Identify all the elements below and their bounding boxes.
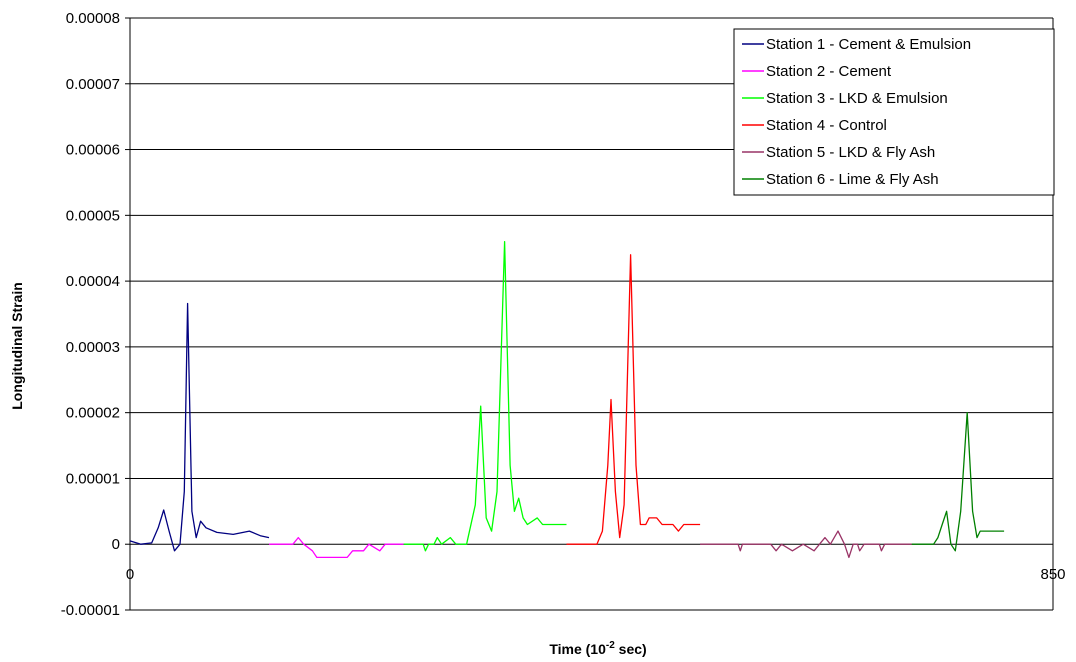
- series-line-station-3: [403, 240, 567, 552]
- x-tick-label: 850: [1040, 566, 1065, 583]
- legend-label: Station 5 - LKD & Fly Ash: [766, 144, 935, 161]
- y-tick-label: 0.00007: [66, 76, 120, 93]
- grid-lines: [130, 17, 1053, 479]
- series-line-station-4: [566, 254, 701, 545]
- y-tick-label: 0.00006: [66, 142, 120, 159]
- x-axis-title-main: Time (10: [549, 641, 606, 657]
- series-line-station-1: [129, 302, 270, 552]
- y-tick-label: 0.00004: [66, 273, 120, 290]
- legend-label: Station 3 - LKD & Emulsion: [766, 90, 948, 107]
- y-tick-label: -0.00001: [61, 602, 120, 619]
- legend-label: Station 1 - Cement & Emulsion: [766, 36, 971, 53]
- legend-label: Station 6 - Lime & Fly Ash: [766, 171, 939, 188]
- x-axis-title: Time (10-2 sec): [549, 640, 646, 657]
- legend-label: Station 4 - Control: [766, 117, 887, 134]
- y-axis-title: Longitudinal Strain: [9, 282, 25, 410]
- y-tick-label: 0.00002: [66, 405, 120, 422]
- x-axis-title-suffix: sec): [615, 641, 647, 657]
- legend: Station 1 - Cement & Emulsion Station 2 -…: [733, 28, 1055, 196]
- series-line-station-2: [269, 536, 404, 559]
- series-line-station-5: [700, 530, 912, 559]
- y-tick-labels: -0.00001 0 0.00001 0.00002 0.00003 0.00004 0.0…: [61, 10, 120, 619]
- x-axis-title-sup: -2: [606, 640, 615, 651]
- y-tick-label: 0: [112, 536, 120, 553]
- x-tick-label: 0: [126, 566, 134, 583]
- legend-box: [733, 28, 1055, 196]
- y-tick-label: 0.00005: [66, 207, 120, 224]
- y-tick-label: 0.00008: [66, 10, 120, 27]
- x-tick-labels: 0 850: [126, 566, 1066, 583]
- legend-label: Station 2 - Cement: [766, 63, 892, 80]
- series-line-station-6: [911, 412, 1005, 552]
- data-series: [129, 240, 1005, 559]
- y-tick-label: 0.00003: [66, 339, 120, 356]
- y-tick-label: 0.00001: [66, 470, 120, 487]
